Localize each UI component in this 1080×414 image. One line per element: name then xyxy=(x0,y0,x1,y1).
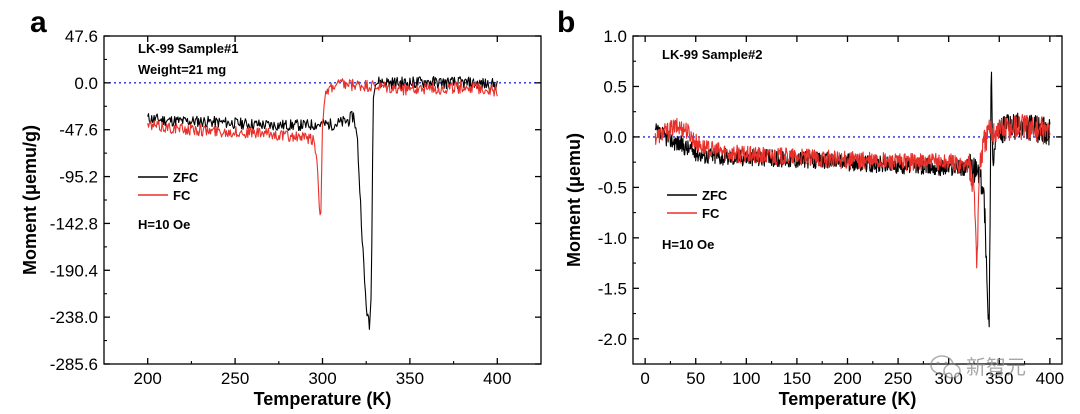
y-tick-label: -190.4 xyxy=(50,261,98,280)
x-tick-label: 250 xyxy=(221,369,249,388)
panel-a: a 47.6 0.0 -47.6 -95.2 -142.8 -190.4 -238.0 -285… xyxy=(20,6,542,409)
y-tick-label: -47.6 xyxy=(59,121,98,140)
panel-label: b xyxy=(557,6,575,39)
y-tick-label: -238.0 xyxy=(50,308,98,327)
y-tick-label: -1.0 xyxy=(598,229,627,248)
y-tick-label: -285.6 xyxy=(50,355,98,374)
wechat-bubble-icon xyxy=(930,355,961,379)
x-tick-label: 250 xyxy=(884,369,912,388)
y-tick-label: 1.0 xyxy=(603,27,627,46)
watermark-label: 新智元 xyxy=(966,356,1026,379)
x-tick-label: 400 xyxy=(483,369,511,388)
y-tick-label: 47.6 xyxy=(65,27,98,46)
annotation: LK-99 Sample#1 xyxy=(138,41,238,56)
x-tick-label: 400 xyxy=(1036,369,1064,388)
x-tick-label: 100 xyxy=(732,369,760,388)
series-line-zfc xyxy=(654,71,1051,328)
y-tick-label: -142.8 xyxy=(50,214,98,233)
y-tick-label: 0.5 xyxy=(603,77,627,96)
series-line-zfc xyxy=(147,75,498,330)
y-axis-label: Moment (μemu) xyxy=(564,133,584,267)
plot-area xyxy=(633,71,1062,328)
y-tick-label: -95.2 xyxy=(59,168,98,187)
annotation: LK-99 Sample#2 xyxy=(662,47,762,62)
y-tick-label: -2.0 xyxy=(598,330,627,349)
panel-b: b 1.0 0.5 0.0 -0.5 -1.0 -1.5 -2.0 0 50 100 150 200 25… xyxy=(557,6,1064,409)
legend-label-fc: FC xyxy=(173,188,191,203)
x-axis-label: Temperature (K) xyxy=(779,389,917,409)
plot-area xyxy=(104,75,541,330)
annotation: Weight=21 mg xyxy=(138,62,226,77)
annotation: H=10 Oe xyxy=(138,217,190,232)
x-tick-label: 200 xyxy=(833,369,861,388)
legend-label-fc: FC xyxy=(702,206,720,221)
x-axis-label: Temperature (K) xyxy=(254,389,392,409)
x-tick-label: 150 xyxy=(783,369,811,388)
y-tick-label: -0.5 xyxy=(598,178,627,197)
y-tick-label: 0.0 xyxy=(74,74,98,93)
x-tick-label: 0 xyxy=(640,369,649,388)
legend-label-zfc: ZFC xyxy=(173,170,199,185)
annotation: H=10 Oe xyxy=(662,237,714,252)
y-tick-label: 0.0 xyxy=(603,128,627,147)
x-tick-label: 350 xyxy=(985,369,1013,388)
x-tick-label: 300 xyxy=(308,369,336,388)
series-line-fc xyxy=(147,78,498,216)
panel-label: a xyxy=(30,6,47,39)
plot-frame xyxy=(632,35,1063,365)
series-line-fc xyxy=(654,113,1051,269)
watermark: 新智元 xyxy=(930,355,1026,379)
x-tick-label: 50 xyxy=(686,369,705,388)
y-axis-label: Moment (μemu/g) xyxy=(20,125,40,275)
x-tick-label: 200 xyxy=(134,369,162,388)
x-tick-label: 350 xyxy=(396,369,424,388)
legend-label-zfc: ZFC xyxy=(702,188,728,203)
y-tick-label: -1.5 xyxy=(598,279,627,298)
